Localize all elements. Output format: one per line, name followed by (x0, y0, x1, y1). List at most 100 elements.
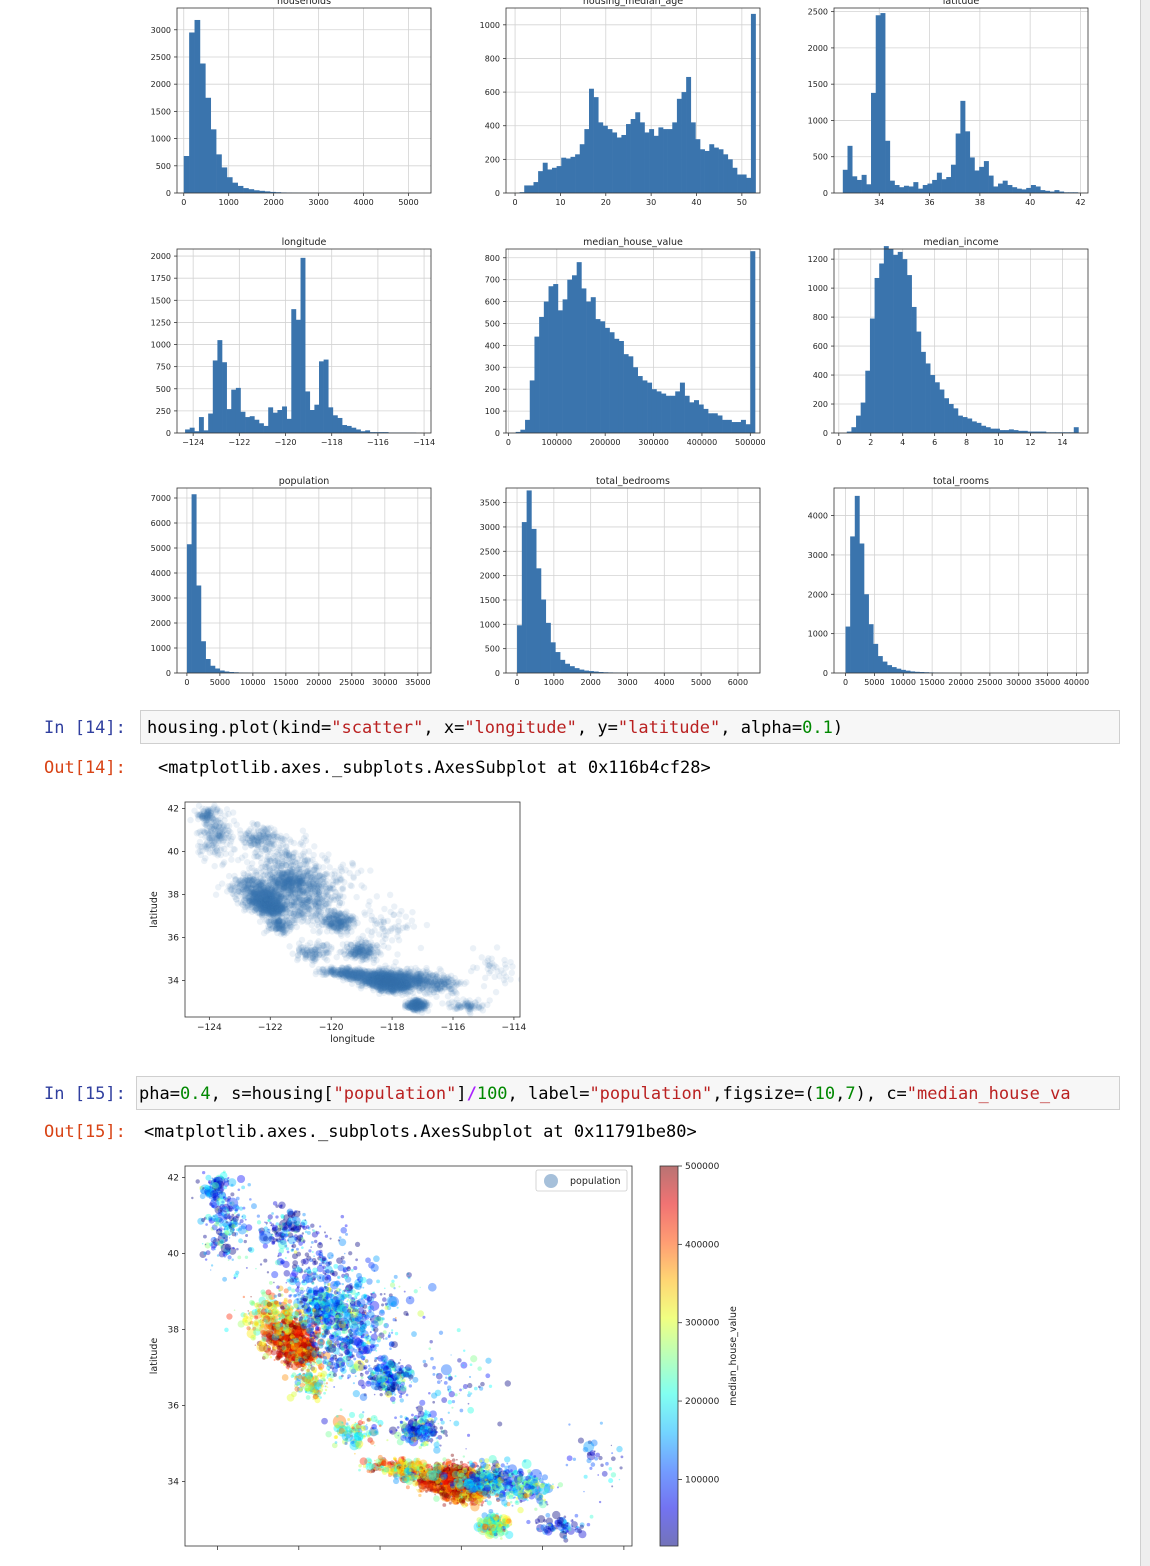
histogram-bar (939, 389, 945, 433)
scatter-point (395, 979, 402, 987)
histogram-bar (651, 389, 657, 433)
histogram-bar (574, 668, 580, 673)
x-tick-label: 6 (932, 438, 937, 447)
scatter-point (379, 981, 387, 988)
scatter-point (385, 975, 392, 982)
histogram-bar (887, 665, 893, 673)
histogram-bar (897, 251, 903, 433)
scatter-point (392, 971, 399, 979)
scatter-point (385, 972, 392, 979)
histogram-bar (689, 402, 695, 433)
scatter-point (373, 972, 380, 979)
scatter-point (378, 981, 385, 989)
histogram-bar (639, 122, 645, 193)
histogram-bar (717, 415, 723, 433)
scatter-point (369, 975, 376, 983)
scatter-point (369, 975, 377, 983)
scatter-point (373, 956, 380, 964)
scatter-point (384, 973, 392, 981)
histogram-bar (661, 393, 667, 433)
scatter-point (381, 977, 388, 984)
scatter-point (385, 977, 392, 984)
scatter-point (384, 971, 391, 978)
histogram-bar (979, 166, 985, 193)
histogram-bar (612, 132, 618, 193)
scatter-point (380, 979, 388, 986)
histogram-population: 0 5000 10000 15000 20000 25000 30000 3500001000… (151, 476, 432, 687)
y-tick-label: 0 (166, 429, 171, 438)
scatter-point (375, 966, 382, 974)
scatter-point (384, 976, 392, 984)
histogram-bar (598, 672, 604, 673)
scatter-point (374, 976, 381, 983)
histogram-bar (845, 626, 851, 673)
scatter-point (381, 971, 388, 978)
scatter-point (393, 975, 401, 982)
scatter-point (371, 978, 379, 985)
histogram-bar (903, 185, 909, 193)
scatter-point (389, 968, 396, 975)
scatter-point (388, 982, 396, 989)
scatter-point (396, 979, 404, 987)
scatter-point (380, 973, 388, 981)
histogram-bar (314, 404, 320, 433)
scatter-point (381, 979, 389, 986)
scatter-point (382, 978, 390, 985)
scatter-point (373, 976, 380, 983)
scatter-point (379, 973, 386, 981)
scatter-point (398, 977, 406, 984)
scatter-point (381, 974, 389, 982)
histogram-bar (974, 170, 980, 193)
y-tick-label: 6000 (151, 519, 171, 528)
scatter-point (387, 975, 394, 982)
scatter-point (369, 984, 376, 992)
histogram-bar (253, 190, 260, 193)
scatter-point (373, 970, 381, 977)
scatter-point (360, 971, 367, 979)
scatter-point (379, 972, 387, 979)
scatter-point (367, 977, 375, 985)
histogram-bar (981, 425, 987, 433)
scatter-point (373, 978, 380, 985)
scatter-point (393, 972, 400, 979)
scatter-point (363, 977, 371, 985)
scatter-point (382, 978, 389, 986)
scatter-point (379, 976, 386, 983)
histogram-bar (567, 279, 573, 433)
scatter-point (368, 977, 376, 984)
scatter-point (374, 972, 381, 979)
histogram-households: 0 1000 2000 3000 4000 50000500100015002000250… (151, 0, 432, 207)
histogram-bar (679, 382, 685, 433)
scatter-point (376, 972, 383, 979)
scatter-point (387, 969, 395, 976)
histogram-bar (616, 137, 622, 193)
histogram-bar (893, 254, 899, 433)
scatter-point (406, 974, 413, 981)
scatter-point (380, 978, 388, 985)
histogram-bar (731, 422, 737, 433)
scatter-point (274, 901, 281, 909)
y-tick-label: 1500 (151, 296, 171, 305)
histogram-bar (665, 395, 671, 433)
scatter-point (380, 978, 387, 986)
scatter-point (384, 977, 392, 984)
y-tick-label: 3000 (151, 594, 171, 603)
histogram-bar (540, 599, 547, 673)
x-tick-label: 0 (836, 438, 841, 447)
scatter-point (364, 974, 371, 982)
scatter-point (370, 967, 377, 975)
scatter-point (377, 974, 385, 982)
histogram-bar (525, 419, 531, 433)
histogram-bar (708, 413, 714, 433)
scatter-point (398, 973, 405, 981)
scatter-point (379, 978, 387, 985)
scatter-point (369, 976, 377, 984)
scatter-point (380, 975, 388, 983)
scatter-point (382, 970, 390, 978)
histogram-bar (295, 319, 301, 433)
scatter-point (376, 974, 383, 981)
histogram-bar (565, 158, 571, 193)
scatter-point (357, 974, 364, 982)
histogram-bar (962, 417, 968, 433)
